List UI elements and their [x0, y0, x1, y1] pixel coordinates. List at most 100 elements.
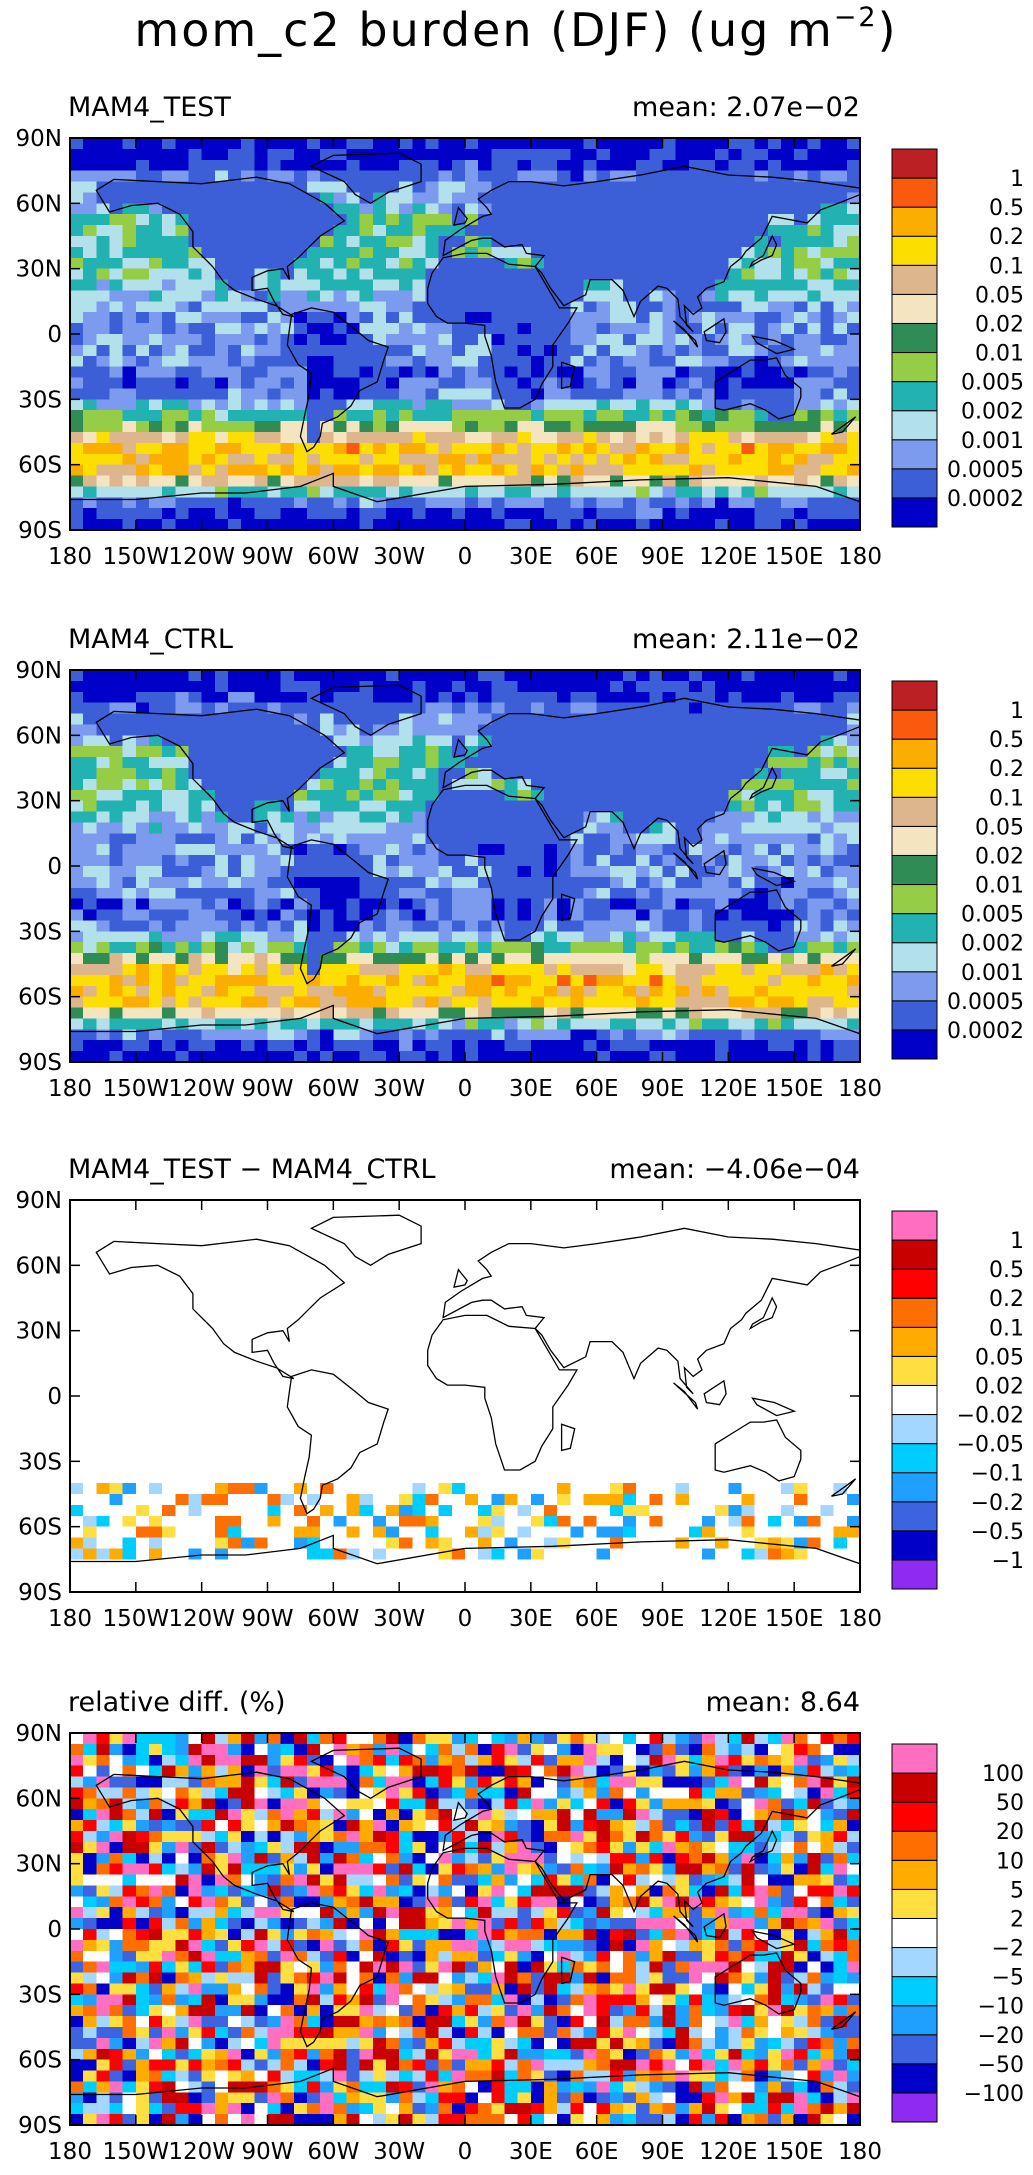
heatmap-cell	[135, 1007, 150, 1019]
heatmap-cell	[794, 996, 808, 1009]
heatmap-cell	[451, 887, 466, 900]
heatmap-cell	[688, 355, 703, 368]
heatmap-cell	[254, 724, 268, 736]
heatmap-cell	[372, 410, 387, 422]
heatmap-cell	[425, 844, 440, 856]
heatmap-cell	[596, 1232, 611, 1245]
heatmap-cell	[425, 670, 440, 682]
heatmap-cell	[662, 680, 677, 693]
heatmap-cell	[794, 301, 808, 313]
heatmap-cell	[135, 1051, 150, 1063]
heatmap-cell	[175, 1254, 189, 1266]
heatmap-cell	[254, 713, 268, 725]
heatmap-cell	[149, 334, 163, 346]
heatmap-cell	[675, 432, 690, 444]
heatmap-cell	[741, 920, 756, 932]
heatmap-cell	[201, 388, 216, 400]
heatmap-cell	[333, 1029, 347, 1041]
heatmap-cell	[570, 670, 584, 682]
heatmap-cell	[135, 1232, 150, 1245]
heatmap-cell	[623, 159, 637, 172]
heatmap-cell	[425, 789, 440, 802]
heatmap-cell	[201, 964, 216, 976]
heatmap-cell	[623, 453, 637, 466]
heatmap-cell	[702, 366, 716, 379]
heatmap-cell	[504, 410, 519, 422]
heatmap-cell	[346, 312, 361, 324]
heatmap-cell	[649, 399, 663, 411]
heatmap-cell	[741, 974, 756, 987]
heatmap-cell	[557, 833, 571, 845]
heatmap-cell	[293, 702, 308, 715]
heatmap-cell	[794, 1200, 808, 1212]
heatmap-cell	[359, 670, 374, 682]
coastline	[427, 252, 579, 409]
heatmap-cell	[267, 1040, 282, 1052]
heatmap-cell	[228, 1007, 242, 1019]
heatmap-cell	[412, 377, 426, 389]
heatmap-cell	[254, 1051, 268, 1063]
heatmap-cell	[70, 931, 84, 943]
heatmap-cell	[781, 159, 795, 172]
heatmap-cell	[372, 138, 387, 150]
heatmap-cell	[280, 789, 295, 802]
heatmap-cell	[135, 1018, 150, 1030]
heatmap-cell	[333, 898, 347, 911]
heatmap-cell	[662, 953, 677, 965]
heatmap-cell	[333, 279, 347, 291]
heatmap-cell	[188, 334, 203, 346]
heatmap-cell	[781, 855, 795, 867]
heatmap-cell	[425, 334, 440, 346]
heatmap-cell	[70, 735, 84, 747]
heatmap-cell	[201, 833, 216, 845]
heatmap-cell	[96, 1265, 110, 1277]
heatmap-cell	[214, 464, 229, 477]
heatmap-cell	[662, 1243, 677, 1255]
heatmap-cell	[767, 1232, 782, 1245]
heatmap-cell	[728, 887, 742, 900]
heatmap-cell	[122, 1029, 137, 1041]
heatmap-cell	[201, 1029, 216, 1041]
colorbar-box	[891, 293, 938, 324]
heatmap-cell	[781, 170, 795, 183]
heatmap-cell	[372, 421, 387, 433]
heatmap-cell	[478, 844, 492, 856]
heatmap-cell	[583, 964, 598, 976]
heatmap-cell	[280, 323, 295, 335]
heatmap-cell	[465, 475, 479, 487]
heatmap-cell	[254, 432, 268, 444]
heatmap-cell	[372, 1018, 387, 1030]
heatmap-cell	[583, 844, 598, 856]
heatmap-cell	[636, 953, 650, 965]
heatmap-cell	[636, 1018, 650, 1030]
heatmap-cell	[478, 519, 492, 531]
heatmap-cell	[504, 811, 519, 823]
heatmap-cell	[544, 1276, 558, 1288]
heatmap-cell	[715, 920, 729, 932]
heatmap-cell	[833, 377, 848, 389]
heatmap-cell	[386, 1200, 400, 1212]
heatmap-cell	[188, 148, 203, 161]
heatmap-cell	[188, 344, 203, 357]
heatmap-cell	[767, 996, 782, 1009]
heatmap-cell	[201, 778, 216, 791]
heatmap-cell	[70, 713, 84, 725]
heatmap-cell	[293, 1018, 308, 1030]
heatmap-cell	[491, 964, 505, 976]
heatmap-cell	[386, 702, 400, 715]
heatmap-cell	[662, 778, 677, 791]
heatmap-cell	[122, 486, 137, 498]
heatmap-cell	[504, 334, 519, 346]
heatmap-cell	[425, 996, 440, 1009]
x-tick-label: 0	[458, 544, 473, 570]
heatmap-cell	[662, 1051, 677, 1063]
heatmap-cell	[846, 159, 861, 172]
y-tick-label: 90S	[18, 518, 62, 544]
heatmap-cell	[425, 453, 440, 466]
heatmap-cell	[359, 746, 374, 758]
heatmap-cell	[320, 475, 334, 487]
heatmap-cell	[96, 1276, 110, 1288]
heatmap-cell	[478, 876, 492, 889]
heatmap-cell	[307, 898, 321, 911]
heatmap-cell	[530, 866, 545, 878]
